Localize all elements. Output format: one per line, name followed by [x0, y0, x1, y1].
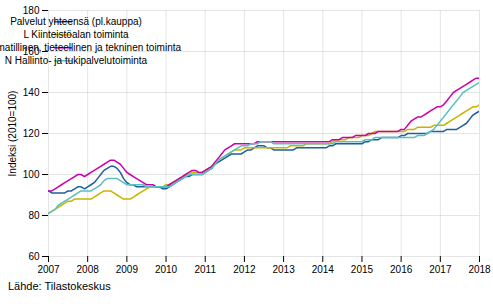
svg-text:80: 80: [28, 210, 40, 221]
svg-text:2013: 2013: [272, 264, 295, 275]
svg-text:2010: 2010: [155, 264, 178, 275]
svg-text:100: 100: [23, 169, 40, 180]
svg-text:M Ammatillinen, tieteellinen j: M Ammatillinen, tieteellinen ja tekninen…: [0, 42, 181, 53]
svg-text:60: 60: [28, 251, 40, 262]
svg-text:2017: 2017: [429, 264, 452, 275]
svg-text:N Hallinto- ja tukipalvelutoim: N Hallinto- ja tukipalvelutoiminta: [5, 55, 148, 66]
svg-text:2008: 2008: [77, 264, 100, 275]
svg-text:140: 140: [23, 87, 40, 98]
svg-text:180: 180: [23, 5, 40, 16]
svg-text:2012: 2012: [233, 264, 256, 275]
svg-text:2016: 2016: [390, 264, 413, 275]
svg-text:Palvelut yhteensä (pl.kauppa): Palvelut yhteensä (pl.kauppa): [10, 16, 142, 27]
html-text:Lähde: Tilastokeskus: Lähde: Tilastokeskus: [8, 280, 111, 292]
svg-text:2011: 2011: [194, 264, 216, 275]
svg-text:2018: 2018: [468, 264, 491, 275]
svg-text:L Kiinteistöalan toiminta: L Kiinteistöalan toiminta: [23, 29, 129, 40]
svg-text:Indeksi (2010=100): Indeksi (2010=100): [7, 91, 18, 177]
svg-text:2009: 2009: [116, 264, 139, 275]
svg-text:120: 120: [23, 128, 40, 139]
svg-text:2015: 2015: [351, 264, 374, 275]
svg-text:2014: 2014: [312, 264, 335, 275]
svg-text:2007: 2007: [37, 264, 60, 275]
